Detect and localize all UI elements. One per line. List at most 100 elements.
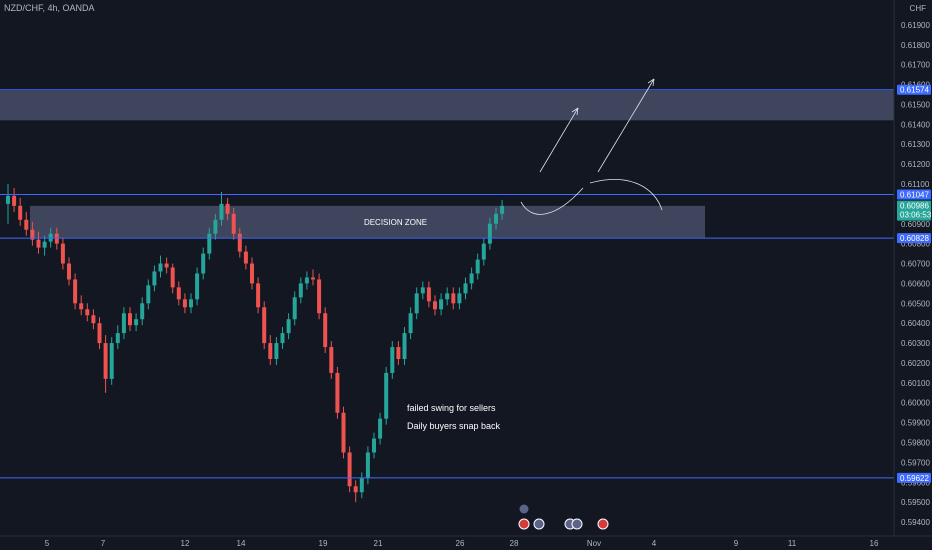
candle-body[interactable] [304,277,309,284]
candle-body[interactable] [408,313,413,334]
candle-body[interactable] [268,343,273,359]
candle-body[interactable] [207,233,212,254]
symbol-label[interactable]: NZD/CHF, 4h, OANDA [4,3,95,13]
candle-body[interactable] [402,333,407,359]
y-axis[interactable]: 0.619000.618000.617000.616000.615000.614… [901,21,930,527]
candle-body[interactable] [201,253,206,274]
candle-body[interactable] [414,293,419,314]
candle-body[interactable] [317,279,322,314]
candle-body[interactable] [73,279,78,304]
candle-body[interactable] [365,452,370,479]
candle-body[interactable] [182,299,187,308]
candle-body[interactable] [341,412,346,453]
candle-body[interactable] [335,372,340,413]
candle-body[interactable] [30,229,35,240]
candle-body[interactable] [195,273,200,300]
candle-body[interactable] [451,293,456,304]
projection-curve-swing[interactable] [520,187,584,215]
candle-body[interactable] [262,307,267,344]
candle-body[interactable] [243,251,248,264]
candle-body[interactable] [359,478,364,493]
candle-body[interactable] [494,213,498,224]
event-flag-icon[interactable] [518,518,530,530]
candle-body[interactable] [329,347,334,373]
candle-body[interactable] [103,343,108,379]
candle-body[interactable] [152,271,157,286]
candle-body[interactable] [439,299,444,310]
candle-body[interactable] [463,283,468,294]
projection-arrow-left[interactable] [539,107,579,173]
candle-body[interactable] [91,315,96,324]
candle-body[interactable] [390,347,395,373]
candle-body[interactable] [6,195,10,204]
candle-body[interactable] [85,309,90,316]
candle-body[interactable] [396,347,401,359]
candle-body[interactable] [250,263,254,284]
candle-body[interactable] [54,233,59,244]
candle-body[interactable] [189,299,193,308]
projection-arrow-right[interactable] [597,78,655,173]
level-price-tag[interactable] [897,84,931,95]
candle-body[interactable] [500,205,505,214]
candle-body[interactable] [445,293,450,300]
candle-body[interactable] [378,418,383,439]
candle-body[interactable] [292,297,297,320]
candle-body[interactable] [140,303,145,320]
candle-body[interactable] [353,486,358,493]
candle-body[interactable] [274,343,279,359]
candle-body[interactable] [256,283,261,308]
candle-body[interactable] [158,263,163,272]
candle-body[interactable] [97,323,102,344]
candle-body[interactable] [372,438,376,453]
candle-body[interactable] [134,319,139,326]
candle-body[interactable] [60,243,65,264]
candle-body[interactable] [231,213,236,234]
candle-body[interactable] [12,195,17,206]
projection-curve-top[interactable] [589,179,663,211]
candle-body[interactable] [426,287,431,302]
current-price-tag[interactable] [897,200,931,221]
candle-body[interactable] [280,333,285,344]
candle-body[interactable] [109,343,114,379]
candle-body[interactable] [237,233,242,252]
candle-body[interactable] [79,303,84,310]
candle-body[interactable] [213,219,218,234]
candle-body[interactable] [457,293,462,304]
candle-body[interactable] [146,285,151,304]
candle-body[interactable] [18,205,23,220]
candle-body[interactable] [433,301,437,310]
candle-body[interactable] [164,263,169,268]
candle-body[interactable] [311,277,315,280]
zone-rect[interactable] [30,205,705,238]
candle-body[interactable] [170,267,175,288]
candle-body[interactable] [176,287,181,300]
candle-body[interactable] [298,283,303,298]
event-flag-icon[interactable] [533,518,545,530]
candle-body[interactable] [323,313,328,348]
level-price-tag[interactable] [897,189,931,200]
candle-body[interactable] [347,452,352,487]
zone-rect[interactable] [0,90,894,121]
event-flag-icon[interactable] [519,504,529,514]
candle-body[interactable] [384,372,389,419]
candle-body[interactable] [128,313,132,326]
candle-body[interactable] [24,219,29,230]
candle-body[interactable] [481,243,486,260]
candle-body[interactable] [475,259,480,274]
candle-body[interactable] [286,319,291,334]
candle-body[interactable] [121,313,126,334]
candle-body[interactable] [487,223,492,244]
candle-body[interactable] [36,239,41,248]
x-axis[interactable]: 5 7 12 14 19 21 26 28 Nov 4 9 11 16 [45,539,879,548]
event-flag-icon[interactable] [571,518,583,530]
candle-body[interactable] [225,203,230,214]
level-price-tag[interactable] [897,233,931,244]
level-price-tag[interactable] [897,472,931,483]
candle-body[interactable] [469,273,474,284]
candle-body[interactable] [420,287,425,294]
candle-body[interactable] [219,203,224,220]
event-flag-icon[interactable] [597,518,609,530]
candle-body[interactable] [67,263,71,280]
candle-body[interactable] [115,333,120,344]
